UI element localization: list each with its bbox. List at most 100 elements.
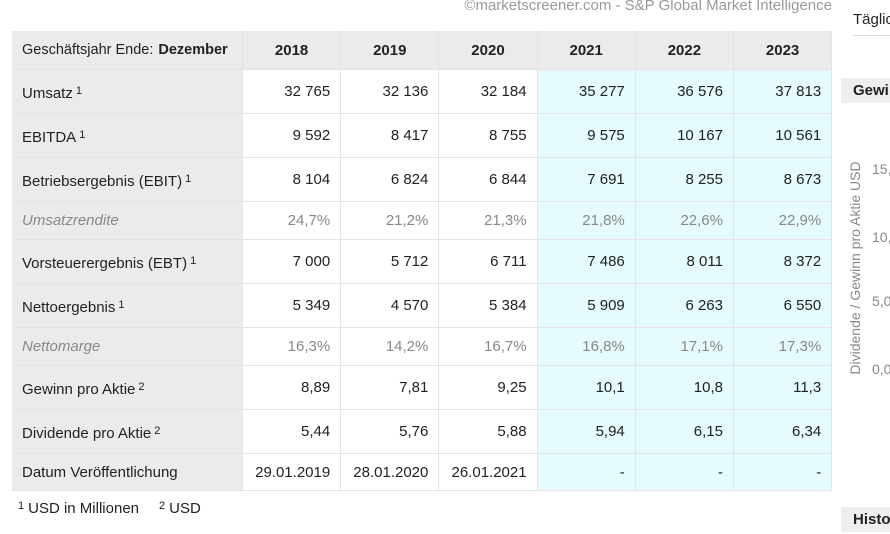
value-cell: 6 263	[635, 284, 734, 328]
value-cell: 9,25	[439, 366, 538, 410]
row-label: Umsatz 1	[12, 70, 243, 114]
header-text: Geschäftsjahr Ende:	[22, 42, 154, 58]
value-cell: 16,3%	[243, 328, 342, 366]
value-cell: 8 417	[341, 114, 440, 158]
value-cell: 6,34	[734, 410, 833, 454]
value-cell: 5 384	[439, 284, 538, 328]
value-cell: 5 712	[341, 240, 440, 284]
value-cell: 8 255	[635, 158, 734, 202]
row-label-text: Nettomarge	[22, 338, 101, 355]
value-cell: 10,1	[537, 366, 636, 410]
value-cell: 32 136	[341, 70, 440, 114]
value-cell: 4 570	[341, 284, 440, 328]
chart-title: Gewi	[841, 78, 890, 103]
value-cell: 8 104	[243, 158, 342, 202]
value-cell: 10 167	[635, 114, 734, 158]
value-cell: 21,3%	[439, 202, 538, 240]
value-cell: 5 349	[243, 284, 342, 328]
value-cell: 9 592	[243, 114, 342, 158]
tab[interactable]: Täglic	[853, 11, 890, 28]
value-cell: 6 844	[439, 158, 538, 202]
value-cell: 6,15	[635, 410, 734, 454]
value-cell: 8 755	[439, 114, 538, 158]
row-label: Nettomarge	[12, 328, 243, 366]
row-label: EBITDA 1	[12, 114, 243, 158]
value-cell: 21,2%	[341, 202, 440, 240]
value-cell: 5 909	[537, 284, 636, 328]
value-cell: 16,8%	[537, 328, 636, 366]
footnote-ref: 2	[154, 424, 161, 437]
value-cell: 17,1%	[635, 328, 734, 366]
value-cell: 8 011	[635, 240, 734, 284]
footnote-mark: 1	[18, 500, 25, 512]
value-cell: 7,81	[341, 366, 440, 410]
row-label: Umsatzrendite	[12, 202, 243, 240]
value-cell: 7 000	[243, 240, 342, 284]
value-cell: 8 372	[734, 240, 833, 284]
value-cell: 8,89	[243, 366, 342, 410]
row-label-text: Betriebsergebnis (EBIT)	[22, 173, 183, 190]
row-label: Gewinn pro Aktie 2	[12, 366, 243, 410]
value-cell: 10,8	[635, 366, 734, 410]
value-cell: 5,44	[243, 410, 342, 454]
row-label-text: EBITDA	[22, 129, 77, 146]
header-label: Geschäftsjahr Ende: Dezember	[12, 31, 243, 70]
row-label-text: Vorsteuerergebnis (EBT)	[22, 255, 188, 272]
row-label-text: Nettoergebnis	[22, 299, 116, 316]
row-label-text: Dividende pro Aktie	[22, 425, 152, 442]
value-cell: 7 691	[537, 158, 636, 202]
footnote-ref: 2	[138, 380, 145, 393]
value-cell: 36 576	[635, 70, 734, 114]
row-label: Betriebsergebnis (EBIT) 1	[12, 158, 243, 202]
value-cell: 9 575	[537, 114, 636, 158]
footnote-ref: 1	[75, 84, 82, 97]
value-cell: 16,7%	[439, 328, 538, 366]
year-header: 2023	[734, 31, 833, 70]
history-title: Histo	[841, 507, 890, 532]
year-header: 2020	[439, 31, 538, 70]
value-cell: 5,76	[341, 410, 440, 454]
value-cell: 32 765	[243, 70, 342, 114]
value-cell: 14,2%	[341, 328, 440, 366]
value-cell: 11,3	[734, 366, 833, 410]
footnote-ref: 1	[118, 298, 125, 311]
year-header: 2021	[537, 31, 636, 70]
value-cell: -	[734, 454, 833, 491]
value-cell: -	[537, 454, 636, 491]
year-header: 2018	[243, 31, 342, 70]
value-cell: 32 184	[439, 70, 538, 114]
value-cell: 10 561	[734, 114, 833, 158]
value-cell: 6 550	[734, 284, 833, 328]
value-cell: -	[635, 454, 734, 491]
row-label-text: Umsatz	[22, 85, 73, 102]
value-cell: 26.01.2021	[439, 454, 538, 491]
footnote-ref: 1	[185, 172, 192, 185]
year-header: 2019	[341, 31, 440, 70]
value-cell: 17,3%	[734, 328, 833, 366]
row-label-text: Umsatzrendite	[22, 212, 119, 229]
value-cell: 21,8%	[537, 202, 636, 240]
y-tick-label: 10,	[872, 229, 890, 245]
value-cell: 5,94	[537, 410, 636, 454]
y-tick-label: 5,0	[872, 293, 890, 309]
value-cell: 7 486	[537, 240, 636, 284]
value-cell: 24,7%	[243, 202, 342, 240]
value-cell: 5,88	[439, 410, 538, 454]
year-header: 2022	[635, 31, 734, 70]
footnote-text: USD	[169, 500, 201, 517]
row-label: Nettoergebnis 1	[12, 284, 243, 328]
footnote-ref: 1	[190, 254, 197, 267]
value-cell: 28.01.2020	[341, 454, 440, 491]
y-tick-label: 0,0	[872, 361, 890, 377]
row-label: Datum Veröffentlichung	[12, 454, 243, 491]
footnote-mark: 2	[159, 500, 166, 512]
row-label-text: Gewinn pro Aktie	[22, 381, 136, 398]
divider	[853, 35, 890, 36]
row-label: Vorsteuerergebnis (EBT) 1	[12, 240, 243, 284]
footnote-text: USD in Millionen	[28, 500, 139, 517]
footnote-ref: 1	[79, 128, 86, 141]
y-tick-label: 15,	[872, 161, 890, 177]
value-cell: 37 813	[734, 70, 833, 114]
source: ©marketscreener.com - S&P Global Market …	[464, 0, 832, 14]
